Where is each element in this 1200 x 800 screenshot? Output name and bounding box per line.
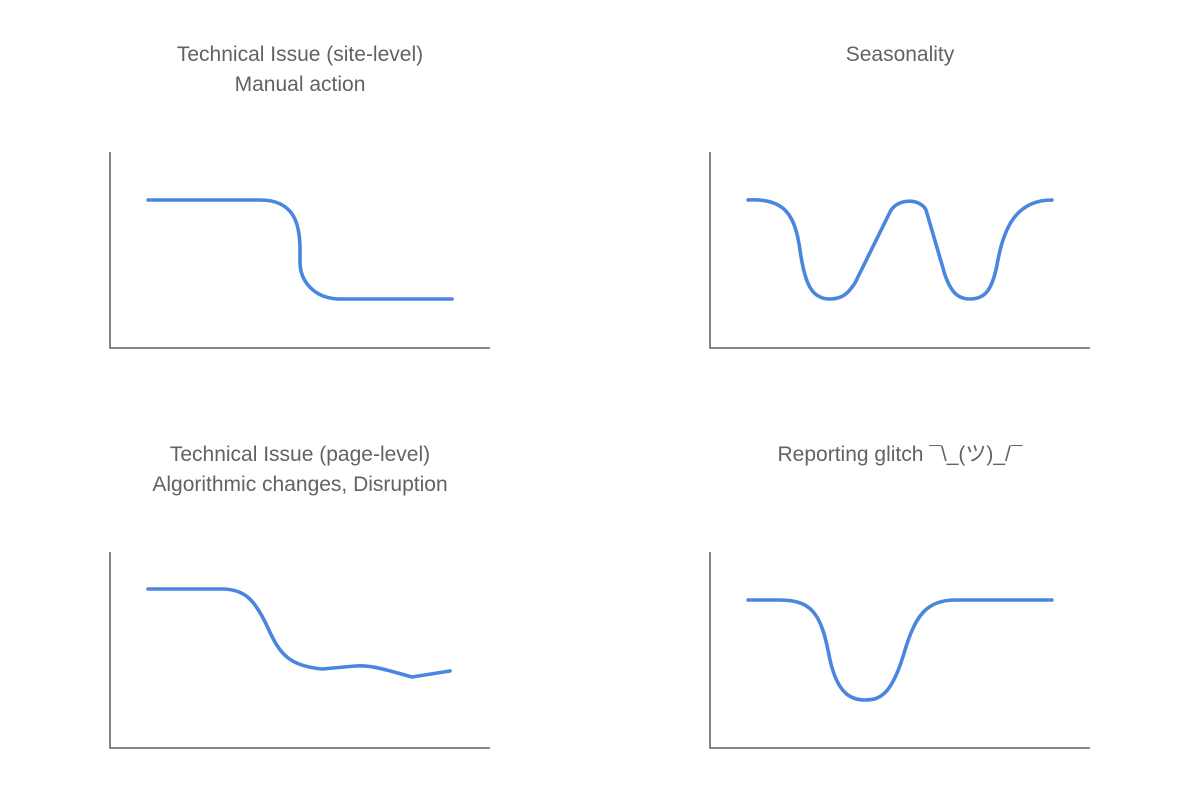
chart-panel-page-level: Technical Issue (page-level) Algorithmic… — [0, 400, 600, 800]
chart-axes — [109, 552, 490, 749]
chart-title: Reporting glitch ¯\_(ツ)_/¯ — [600, 440, 1200, 470]
chart-title: Seasonality — [600, 40, 1200, 70]
chart-svg — [109, 152, 490, 349]
chart-title-line-2: Manual action — [234, 73, 366, 96]
chart-panel-seasonality: Seasonality — [600, 0, 1200, 400]
trend-line — [746, 198, 1054, 301]
chart-title: Technical Issue (page-level) Algorithmic… — [0, 440, 600, 500]
chart-svg — [709, 152, 1090, 349]
trend-line — [746, 598, 1054, 702]
chart-panel-site-level: Technical Issue (site-level) Manual acti… — [0, 0, 600, 400]
chart-panel-reporting-glitch: Reporting glitch ¯\_(ツ)_/¯ — [600, 400, 1200, 800]
trend-line — [146, 587, 452, 679]
chart-title: Technical Issue (site-level) Manual acti… — [0, 40, 600, 100]
chart-axes — [109, 152, 490, 349]
chart-title-line-1: Reporting glitch ¯\_(ツ)_/¯ — [777, 443, 1023, 466]
chart-svg — [109, 552, 490, 749]
chart-title-line-1: Seasonality — [845, 43, 955, 66]
trend-line — [146, 198, 454, 301]
chart-svg — [709, 552, 1090, 749]
chart-title-line-2: Algorithmic changes, Disruption — [152, 473, 448, 496]
chart-title-line-1: Technical Issue (site-level) — [176, 43, 424, 66]
chart-axes — [709, 152, 1090, 349]
chart-axes — [709, 552, 1090, 749]
chart-title-line-1: Technical Issue (page-level) — [169, 443, 431, 466]
